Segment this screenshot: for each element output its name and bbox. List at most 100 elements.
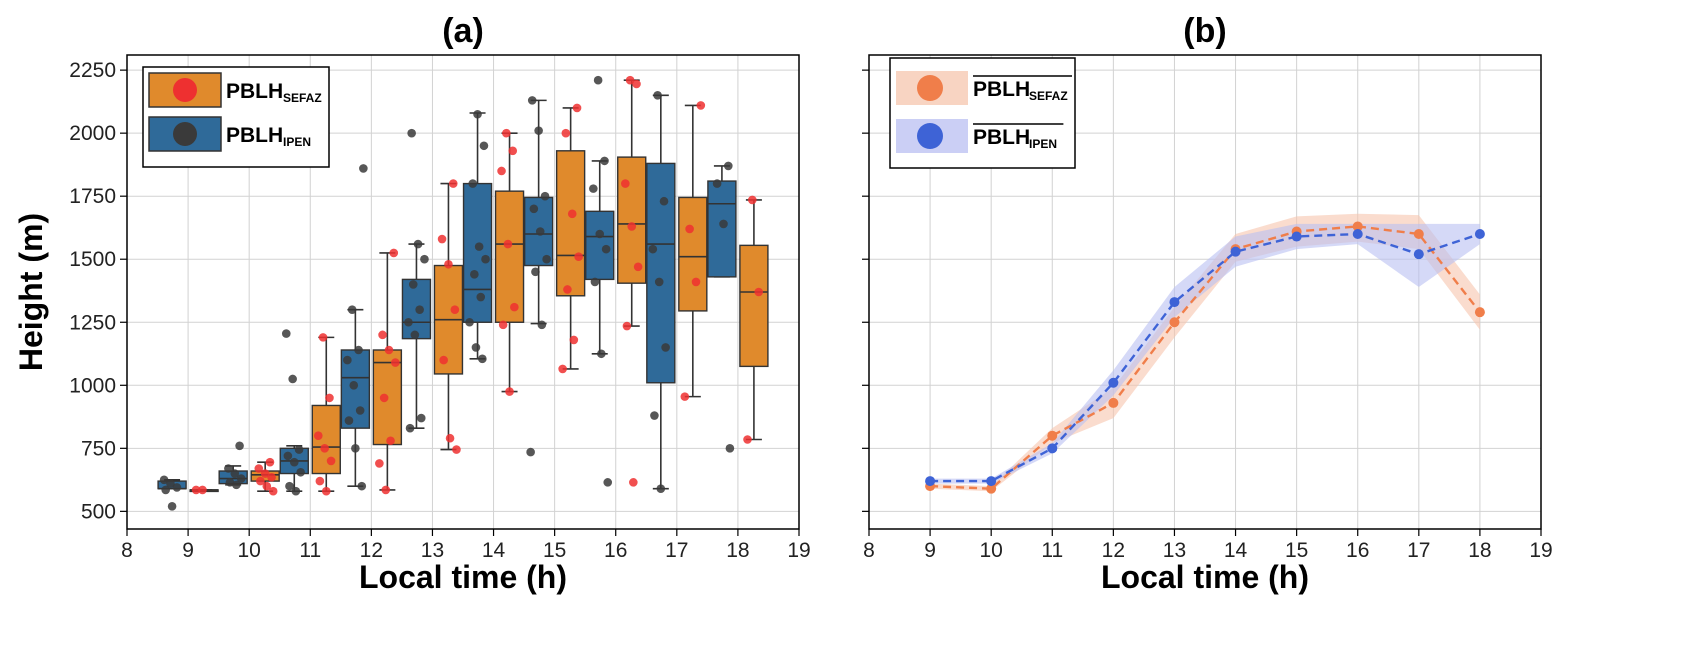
point-sefaz [452,445,461,454]
line-point-sefaz [1474,307,1485,318]
point-sefaz [680,392,690,401]
panel-b-tick-label-x: 12 [1102,539,1125,562]
point-ipen [357,481,367,491]
point-ipen [481,254,490,264]
point-ipen [471,343,481,352]
panel-a-tick-label-y: 500 [81,500,116,523]
legend-b-label-sefaz: PBLH [973,78,1030,101]
point-sefaz [569,335,579,345]
panel-b-tick-label-x: 17 [1407,539,1430,562]
point-sefaz [685,224,694,234]
panel-b-tick-label-x: 14 [1224,539,1248,562]
point-sefaz [256,476,265,486]
panel-b-bands [930,213,1480,492]
box-ipen-iqr [585,210,615,281]
line-point-sefaz [1047,430,1058,441]
point-sefaz [498,320,508,330]
point-ipen [224,464,233,473]
point-ipen [600,156,609,166]
point-ipen [416,413,426,423]
box-sefaz-iqr [494,190,525,323]
line-point-ipen [925,476,936,487]
panel-a-ticks: 8 9 10 11 12 13 14 15 16 17 18 19 500 750 1000 1250 1500… [69,59,810,562]
band-ipen [930,223,1480,484]
point-sefaz [437,234,447,244]
point-sefaz [621,179,630,188]
point-ipen [648,244,658,254]
line-point-ipen [1047,443,1058,454]
point-ipen [479,141,489,151]
panel-a-tick-label-y: 750 [81,437,116,460]
point-ipen [595,229,605,239]
panel-a-tick-label-x: 9 [182,539,194,562]
panel-b-tick-label-x: 13 [1163,539,1186,562]
point-ipen [478,354,487,364]
point-sefaz [696,101,706,110]
panel-b-title: (b) [1183,12,1226,50]
point-ipen [529,204,539,214]
box-sefaz-iqr [555,150,586,297]
point-ipen [294,445,304,454]
panel-b-tick-label-x: 11 [1041,539,1063,562]
point-ipen [347,305,357,314]
point-ipen [281,329,291,338]
panel-a-tick-label-x: 11 [299,539,321,562]
point-sefaz [743,435,752,444]
point-sefaz [754,287,764,297]
box-sefaz-iqr [617,156,647,284]
panel-a-tick-label-x: 13 [421,539,444,562]
point-ipen [659,196,669,206]
point-sefaz [748,195,757,205]
panel-b-tick-label-x: 10 [980,539,1003,562]
legend-a-marker-sefaz [173,78,197,102]
panel-a-tick-label-x: 12 [360,539,383,562]
box-ipen-iqr [462,182,493,323]
point-sefaz [321,486,331,496]
point-sefaz [563,285,572,294]
panel-a-ylabel: Height (m) [13,213,49,371]
point-sefaz [439,355,448,365]
line-point-ipen [1413,249,1424,260]
point-ipen [724,161,733,171]
point-ipen [526,447,535,457]
point-ipen [465,317,474,327]
panel-a-xlabel: Local time (h) [359,559,567,595]
line-point-ipen [1291,231,1302,242]
point-ipen [283,451,293,461]
point-sefaz [378,330,387,340]
point-ipen [355,406,365,415]
point-ipen [166,479,175,488]
point-ipen [291,486,301,496]
point-ipen [473,109,482,119]
point-ipen [590,277,600,287]
legend-b-marker-sefaz [917,75,943,101]
point-ipen [349,380,359,390]
point-sefaz [262,481,272,491]
point-sefaz [572,103,582,113]
point-sefaz [268,486,278,496]
point-ipen [601,244,611,254]
point-ipen [172,483,182,492]
point-ipen [288,374,297,384]
panel-a-tick-label-x: 19 [787,539,810,562]
point-sefaz [508,146,518,156]
point-sefaz [320,444,329,453]
point-sefaz [625,75,635,85]
legend-b-sublabel-sefaz: SEFAZ [1029,89,1068,103]
box-sefaz-iqr [678,196,708,312]
point-ipen [531,267,540,277]
panel-b-xlabel: Local time (h) [1101,559,1309,595]
point-sefaz [627,222,637,231]
panel-a-tick-label-x: 10 [238,539,261,562]
point-ipen [474,242,484,251]
panel-a-points [159,75,764,511]
point-sefaz [497,166,506,176]
panel-a-tick-label-y: 1000 [69,374,116,397]
point-sefaz [381,485,391,495]
point-ipen [344,416,354,425]
line-point-ipen [1169,297,1180,308]
legend-b-marker-ipen [917,123,943,149]
point-sefaz [561,128,571,138]
panel-b-tick-label-x: 15 [1285,539,1308,562]
